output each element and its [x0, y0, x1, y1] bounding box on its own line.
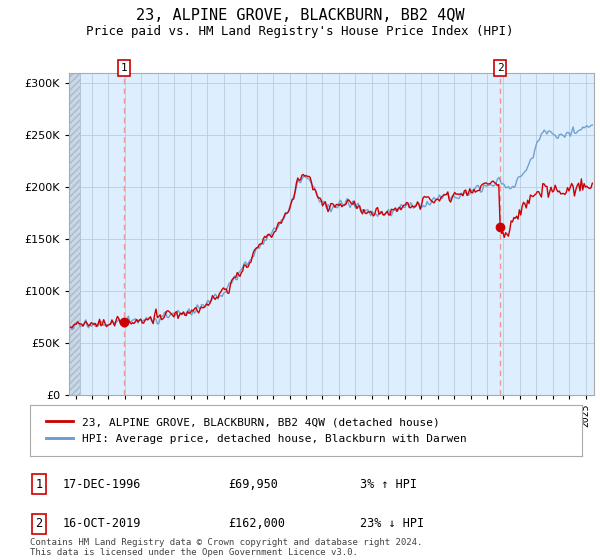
- Text: Price paid vs. HM Land Registry's House Price Index (HPI): Price paid vs. HM Land Registry's House …: [86, 25, 514, 38]
- Text: 3% ↑ HPI: 3% ↑ HPI: [360, 478, 417, 491]
- Text: 2: 2: [35, 517, 43, 530]
- Text: 1: 1: [35, 478, 43, 491]
- Text: 23% ↓ HPI: 23% ↓ HPI: [360, 517, 424, 530]
- Text: £162,000: £162,000: [228, 517, 285, 530]
- Text: 2: 2: [497, 63, 503, 73]
- Text: 1: 1: [121, 63, 128, 73]
- Text: Contains HM Land Registry data © Crown copyright and database right 2024.
This d: Contains HM Land Registry data © Crown c…: [30, 538, 422, 557]
- Text: 16-OCT-2019: 16-OCT-2019: [63, 517, 142, 530]
- Bar: [69, 57, 80, 395]
- Legend: 23, ALPINE GROVE, BLACKBURN, BB2 4QW (detached house), HPI: Average price, detac: 23, ALPINE GROVE, BLACKBURN, BB2 4QW (de…: [41, 413, 472, 449]
- Text: 17-DEC-1996: 17-DEC-1996: [63, 478, 142, 491]
- Text: £69,950: £69,950: [228, 478, 278, 491]
- Text: 23, ALPINE GROVE, BLACKBURN, BB2 4QW: 23, ALPINE GROVE, BLACKBURN, BB2 4QW: [136, 8, 464, 24]
